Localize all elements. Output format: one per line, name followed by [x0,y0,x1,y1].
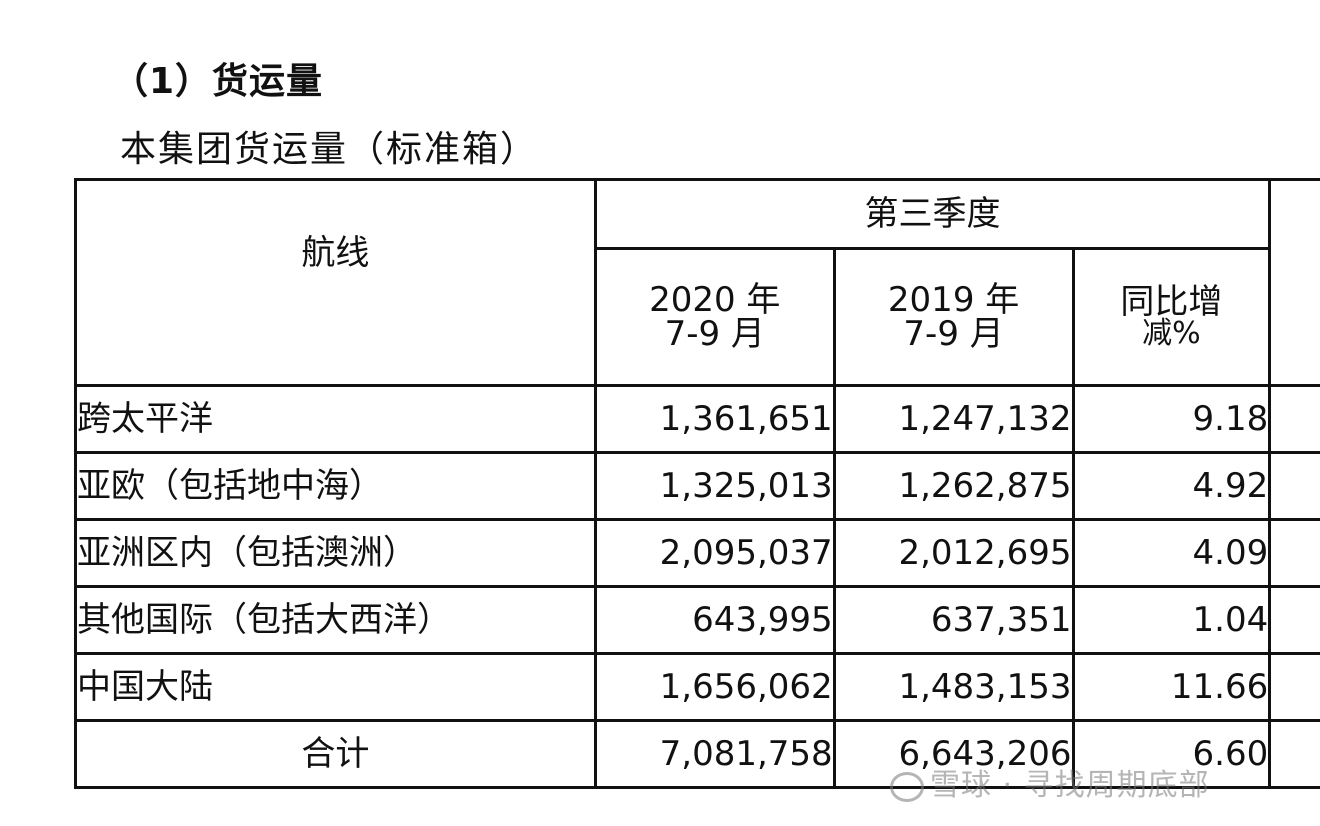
value-2019: 1,483,153 [832,652,1075,722]
value-change: 1.04 [1071,585,1272,655]
route-label: 其他国际（包括大西洋） [74,585,597,655]
value-2019: 1,262,875 [832,451,1075,521]
table-row: 亚欧（包括地中海） 1,325,013 1,262,875 4.92 [74,451,1320,521]
total-2020: 7,081,758 [593,719,836,789]
value-2020: 1,656,062 [593,652,836,722]
value-change: 4.09 [1071,518,1272,588]
value-2020: 1,361,651 [593,384,836,454]
table-row: 中国大陆 1,656,062 1,483,153 11.66 [74,652,1320,722]
table-row: 其他国际（包括大西洋） 643,995 637,351 1.04 [74,585,1320,655]
value-2019: 637,351 [832,585,1075,655]
route-label: 亚欧（包括地中海） [74,451,597,521]
route-label: 亚洲区内（包括澳洲） [74,518,597,588]
watermark: 雪球 · 寻找周期底部 [890,760,1210,804]
cut-off-column [1268,178,1320,387]
value-change: 11.66 [1071,652,1272,722]
cargo-volume-table: 航线 第三季度 2020 年 7-9 月 2019 年 7-9 月 同比增 减%… [74,178,1320,789]
route-label: 跨太平洋 [74,384,597,454]
total-label: 合计 [74,719,597,789]
value-2020: 643,995 [593,585,836,655]
header-2019: 2019 年 7-9 月 [832,247,1075,387]
value-change: 4.92 [1071,451,1272,521]
quarter-header: 第三季度 [593,178,1272,250]
header-2020: 2020 年 7-9 月 [593,247,836,387]
value-2019: 2,012,695 [832,518,1075,588]
value-2020: 1,325,013 [593,451,836,521]
value-2019: 1,247,132 [832,384,1075,454]
total-2019: 6,643,206 [832,719,1075,789]
route-header: 航线 [74,178,597,387]
snowball-logo-icon [890,771,924,802]
total-change: 6.60 [1071,719,1272,789]
table-row: 亚洲区内（包括澳洲） 2,095,037 2,012,695 4.09 [74,518,1320,588]
table-caption: 本集团货运量（标准箱） [120,129,539,170]
route-label: 中国大陆 [74,652,597,722]
header-yoy-change: 同比增 减% [1071,247,1272,387]
value-change: 9.18 [1071,384,1272,454]
table-row: 跨太平洋 1,361,651 1,247,132 9.18 [74,384,1320,454]
section-title: （1）货运量 [112,61,324,102]
total-row: 合计 7,081,758 6,643,206 6.60 [74,719,1320,789]
value-2020: 2,095,037 [593,518,836,588]
